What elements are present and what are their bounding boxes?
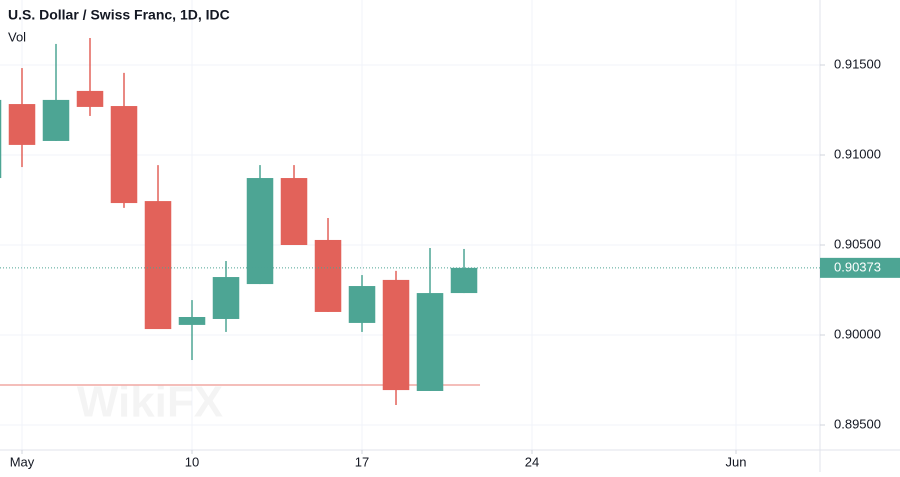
x-tick-label: 24 <box>525 454 539 469</box>
candle-body <box>450 267 478 294</box>
candle-body <box>314 239 342 312</box>
last-price-label: 0.90373 <box>834 259 881 274</box>
candle-body <box>212 277 240 319</box>
candle-body <box>382 279 410 391</box>
y-tick-label: 0.91000 <box>834 146 881 161</box>
candle-body <box>246 178 274 285</box>
x-tick-label: 17 <box>355 454 369 469</box>
candle-body <box>42 99 70 141</box>
candle-body <box>144 201 172 330</box>
x-tick-label: Jun <box>726 454 747 469</box>
candle-body <box>76 90 104 107</box>
last-price-box <box>820 257 900 278</box>
candle-body <box>0 99 2 179</box>
candle-body <box>178 316 206 325</box>
y-tick-label: 0.90500 <box>834 236 881 251</box>
candle-body <box>348 286 376 323</box>
y-tick-label: 0.90000 <box>834 326 881 341</box>
candle-body <box>8 104 36 145</box>
chart-subtitle: Vol <box>8 29 26 44</box>
candle-body <box>110 106 138 204</box>
x-tick-label: May <box>10 454 35 469</box>
chart-title: U.S. Dollar / Swiss Franc, 1D, IDC <box>8 7 230 23</box>
candle-body <box>280 178 308 245</box>
y-tick-label: 0.91500 <box>834 56 881 71</box>
watermark: WikiFX <box>77 378 223 427</box>
x-tick-label: 10 <box>185 454 199 469</box>
y-tick-label: 0.89500 <box>834 416 881 431</box>
candle-body <box>416 293 444 391</box>
